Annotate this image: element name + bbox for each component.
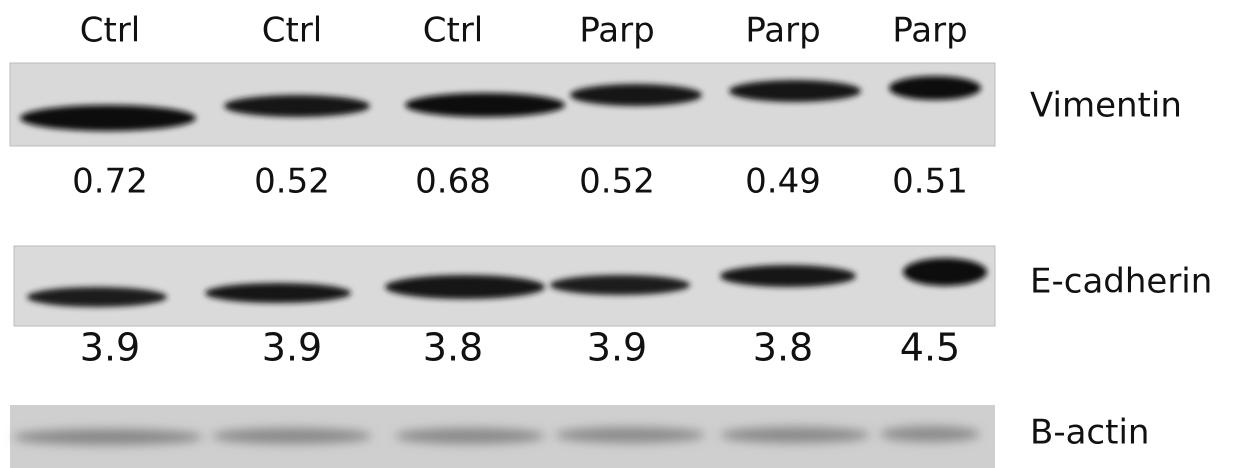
band <box>224 95 370 117</box>
band <box>405 93 565 117</box>
lane-label: Ctrl <box>262 11 323 51</box>
quantification: 3.8 <box>423 326 483 370</box>
band <box>212 428 372 444</box>
blot-label: B-actin <box>1030 413 1149 453</box>
band <box>205 283 351 303</box>
quantification: 3.9 <box>262 326 322 370</box>
figure: Ctrl Ctrl Ctrl Parp Parp Parp Vimentin 0.72 0.52… <box>0 0 1246 468</box>
lane-label: Ctrl <box>423 11 484 51</box>
quantification: 0.68 <box>415 162 491 202</box>
lane-label: Parp <box>892 11 967 51</box>
band <box>27 287 167 307</box>
band <box>720 427 870 443</box>
quantification: 0.51 <box>892 162 968 202</box>
band <box>889 76 981 100</box>
quantification: 3.9 <box>587 326 647 370</box>
band <box>570 84 702 106</box>
quantification: 0.52 <box>254 162 330 202</box>
lane-label: Parp <box>579 11 654 51</box>
quantification: 3.8 <box>753 326 813 370</box>
band <box>13 429 203 445</box>
band <box>550 275 690 295</box>
band <box>385 275 545 299</box>
band <box>720 265 856 287</box>
band <box>395 428 545 444</box>
blot-label: Vimentin <box>1030 86 1182 126</box>
blot-label: E-cadherin <box>1030 262 1212 302</box>
quantification: 0.49 <box>745 162 821 202</box>
quantification: 3.9 <box>80 326 140 370</box>
band <box>555 427 705 443</box>
band <box>729 80 861 102</box>
quantification: 4.5 <box>900 326 960 370</box>
band <box>903 258 987 286</box>
lane-label: Parp <box>745 11 820 51</box>
band <box>20 105 196 131</box>
quantification: 0.72 <box>72 162 148 202</box>
band <box>880 426 980 442</box>
lane-label: Ctrl <box>80 11 141 51</box>
quantification: 0.52 <box>579 162 655 202</box>
